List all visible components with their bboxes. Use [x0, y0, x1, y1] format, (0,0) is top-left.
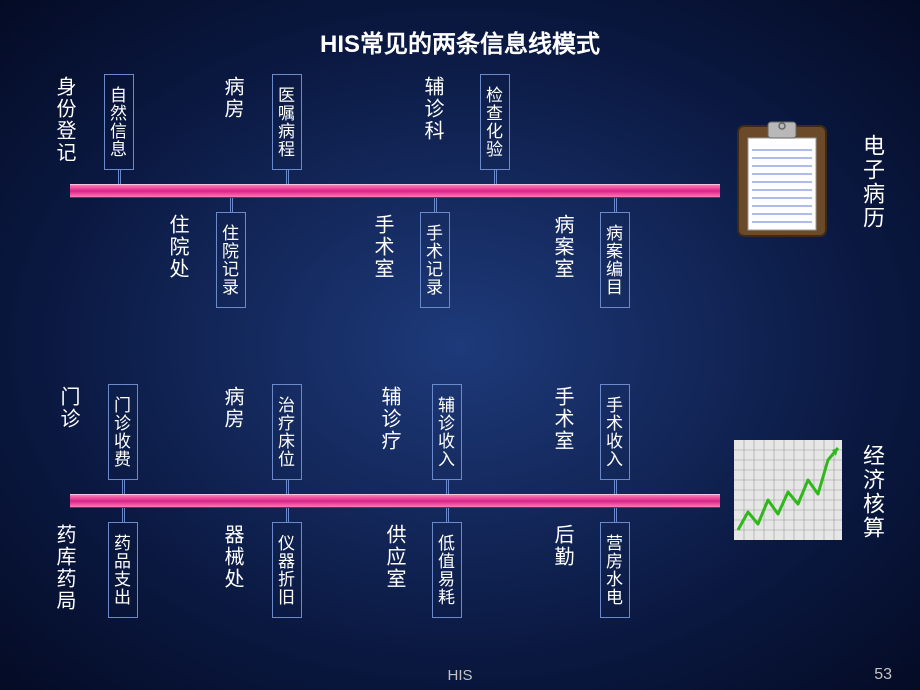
stem-bot-1-1 [434, 198, 437, 212]
stem-bot-1-0 [230, 198, 233, 212]
clipboard-icon [734, 120, 830, 240]
top-box-2-1: 治疗床位 [272, 384, 302, 480]
bot-label-1-1: 手术室 [368, 214, 397, 280]
top-box-1-1: 医嘱病程 [272, 74, 302, 170]
stem-bot-2-3 [614, 508, 617, 522]
chart-icon [734, 440, 842, 540]
bot-box-1-1: 手术记录 [420, 212, 450, 308]
info-bar-1 [70, 184, 720, 198]
bot-label-2-0: 药库药局 [50, 524, 79, 612]
bot-label-2-2: 供应室 [380, 524, 409, 590]
stem-top-2-0 [122, 480, 125, 494]
stem-top-1-1 [286, 170, 289, 184]
page-title: HIS常见的两条信息线模式 [0, 24, 920, 59]
stem-top-2-1 [286, 480, 289, 494]
top-label-2-1: 病房 [218, 386, 247, 430]
info-bar-2 [70, 494, 720, 508]
bot-label-1-2: 病案室 [548, 214, 577, 280]
stem-bot-2-1 [286, 508, 289, 522]
top-box-1-0: 自然信息 [104, 74, 134, 170]
top-label-1-2: 辅诊科 [418, 76, 447, 142]
top-label-2-2: 辅诊疗 [375, 386, 404, 452]
bot-label-2-3: 后勤 [548, 524, 577, 568]
bot-label-1-0: 住院处 [163, 214, 192, 280]
stem-top-2-2 [446, 480, 449, 494]
bot-box-1-2: 病案编目 [600, 212, 630, 308]
page-number: 53 [874, 666, 892, 684]
stem-top-1-2 [494, 170, 497, 184]
bot-box-1-0: 住院记录 [216, 212, 246, 308]
stem-bot-2-2 [446, 508, 449, 522]
stem-top-2-3 [614, 480, 617, 494]
top-label-2-3: 手术室 [548, 386, 577, 452]
top-box-2-2: 辅诊收入 [432, 384, 462, 480]
top-box-2-0: 门诊收费 [108, 384, 138, 480]
bot-label-2-1: 器械处 [218, 524, 247, 590]
top-label-1-1: 病房 [218, 76, 247, 120]
endpoint-1: 电子病历 [856, 134, 888, 230]
top-box-2-3: 手术收入 [600, 384, 630, 480]
bot-box-2-1: 仪器折旧 [272, 522, 302, 618]
bot-box-2-0: 药品支出 [108, 522, 138, 618]
top-label-1-0: 身份登记 [50, 76, 79, 164]
top-box-1-2: 检查化验 [480, 74, 510, 170]
footer-center: HIS [0, 667, 920, 684]
stem-bot-1-2 [614, 198, 617, 212]
stem-bot-2-0 [122, 508, 125, 522]
top-label-2-0: 门诊 [54, 386, 83, 430]
bot-box-2-3: 营房水电 [600, 522, 630, 618]
endpoint-2: 经济核算 [856, 444, 888, 540]
stem-top-1-0 [118, 170, 121, 184]
bot-box-2-2: 低值易耗 [432, 522, 462, 618]
